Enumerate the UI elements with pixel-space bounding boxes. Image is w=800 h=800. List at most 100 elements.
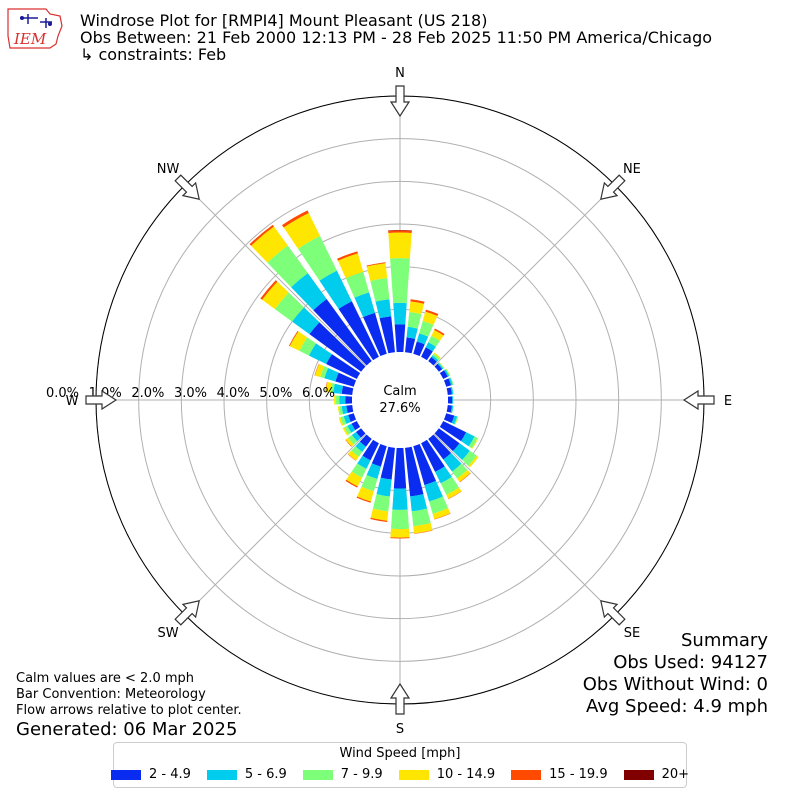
bar-50-bin-1	[437, 362, 444, 370]
bar-320-bin-1	[291, 273, 327, 311]
bar-230-bin-1	[351, 431, 361, 442]
bar-320-bin-2	[267, 245, 308, 288]
bar-0-bin-1	[393, 302, 407, 325]
bar-210-bin-2	[351, 463, 367, 478]
bar-0-bin-2	[390, 258, 410, 304]
bar-290-bin-3	[314, 363, 325, 378]
bar-240-bin-2	[344, 425, 352, 435]
bar-120-bin-2	[468, 436, 478, 449]
bar-40-bin-2	[432, 353, 440, 361]
direction-label-N: N	[395, 66, 405, 81]
grid-spoke-225	[184, 433, 367, 616]
legend-item-0: 2 - 4.9	[110, 767, 191, 782]
title-line-2: Obs Between: 21 Feb 2000 12:13 PM - 28 F…	[80, 28, 713, 47]
legend-item-5: 20+	[623, 767, 690, 782]
bar-100-bin-2	[451, 405, 454, 414]
bar-290-bin-2	[320, 366, 329, 379]
radial-tick-2: 2.0%	[131, 386, 164, 401]
chart-title: Windrose Plot for [RMPI4] Mount Pleasant…	[80, 12, 712, 63]
bar-40-bin-1	[431, 355, 439, 362]
bar-280-bin-3	[325, 381, 332, 393]
direction-label-SE: SE	[624, 626, 640, 641]
bar-120-bin-0	[439, 421, 467, 442]
bar-110-bin-1	[451, 415, 458, 425]
bar-320-bin-4	[249, 224, 274, 246]
bar-100-bin-1	[450, 405, 454, 413]
bar-130-bin-1	[452, 443, 470, 461]
direction-label-SW: SW	[158, 626, 179, 641]
bars-layer	[249, 210, 479, 539]
calm-note: Calm values are < 2.0 mph	[16, 671, 195, 686]
bar-330-bin-3	[283, 213, 321, 249]
bar-130-bin-0	[434, 428, 460, 452]
bar-350-bin-0	[379, 316, 395, 354]
bar-180-bin-1	[392, 488, 408, 510]
legend-title: Wind Speed [mph]	[339, 746, 461, 761]
bar-160-bin-3	[432, 508, 451, 520]
bar-280-bin-1	[333, 383, 344, 394]
arrow-shape-NW	[174, 174, 200, 200]
bar-110-bin-2	[454, 416, 459, 425]
bar-310-bin-3	[262, 281, 289, 310]
bar-20-bin-1	[416, 333, 429, 345]
bar-340-bin-2	[345, 271, 370, 298]
bar-110-bin-0	[443, 413, 455, 423]
bar-30-bin-3	[431, 330, 444, 341]
legend-item-4: 15 - 19.9	[511, 767, 608, 782]
bar-300-bin-3	[289, 331, 308, 351]
title-line-1: Windrose Plot for [RMPI4] Mount Pleasant…	[80, 11, 488, 30]
bar-330-bin-2	[298, 236, 337, 281]
generated-date: Generated: 06 Mar 2025	[16, 719, 238, 740]
bar-200-bin-0	[371, 443, 387, 467]
bar-160-bin-2	[429, 496, 449, 514]
direction-label-S: S	[396, 722, 404, 737]
bar-80-bin-2	[451, 386, 454, 395]
bar-10-bin-2	[407, 311, 422, 329]
bar-350-bin-2	[370, 278, 390, 302]
arrow-shape-SW	[174, 600, 200, 626]
bar-110-bin-3	[455, 416, 459, 425]
bar-160-bin-1	[424, 480, 443, 502]
bar-350-bin-4	[366, 262, 386, 267]
bar-20-bin-2	[419, 321, 434, 337]
bar-290-bin-4	[314, 363, 320, 376]
bar-0-bin-3	[388, 232, 412, 259]
bar-300-bin-4	[288, 330, 299, 347]
bar-310-bin-1	[292, 307, 320, 335]
legend-item-2: 7 - 9.9	[302, 767, 383, 782]
title-line-3: ↳ constraints: Feb	[80, 45, 227, 64]
arrow-shape-SE	[600, 600, 626, 626]
bar-0-bin-5	[388, 229, 412, 231]
bar-260-bin-2	[339, 406, 344, 415]
bar-340-bin-1	[354, 292, 376, 318]
bar-120-bin-3	[471, 437, 479, 449]
bar-200-bin-3	[357, 486, 374, 502]
bar-220-bin-2	[351, 446, 363, 457]
bar-100-bin-0	[446, 405, 452, 413]
bar-60-bin-2	[445, 368, 451, 376]
logo-text: IEM	[13, 30, 47, 48]
bar-0-bin-0	[394, 324, 406, 353]
bar-330-bin-4	[282, 210, 309, 228]
arrow-shape-N	[389, 85, 411, 118]
bar-120-bin-1	[461, 432, 475, 447]
direction-arrow-S	[389, 682, 411, 715]
bar-20-bin-4	[425, 309, 439, 317]
bar-180-bin-3	[390, 528, 410, 538]
bar-40-bin-3	[433, 352, 441, 359]
bar-260-bin-1	[341, 405, 348, 415]
bar-convention-note: Bar Convention: Meteorology	[16, 687, 206, 702]
bar-190-bin-2	[372, 494, 390, 512]
bar-0-bin-4	[388, 230, 412, 233]
bar-340-bin-4	[337, 251, 358, 261]
bar-180-bin-0	[393, 447, 407, 489]
bar-340-bin-3	[337, 253, 364, 279]
bar-290-bin-0	[335, 372, 357, 387]
legend-swatch-5	[623, 769, 654, 780]
legend-label-5: 20+	[661, 767, 690, 782]
bar-250-bin-0	[348, 413, 357, 422]
arrow-shape-W	[85, 389, 118, 411]
bar-230-bin-3	[345, 437, 354, 447]
bar-320-bin-0	[313, 299, 372, 366]
